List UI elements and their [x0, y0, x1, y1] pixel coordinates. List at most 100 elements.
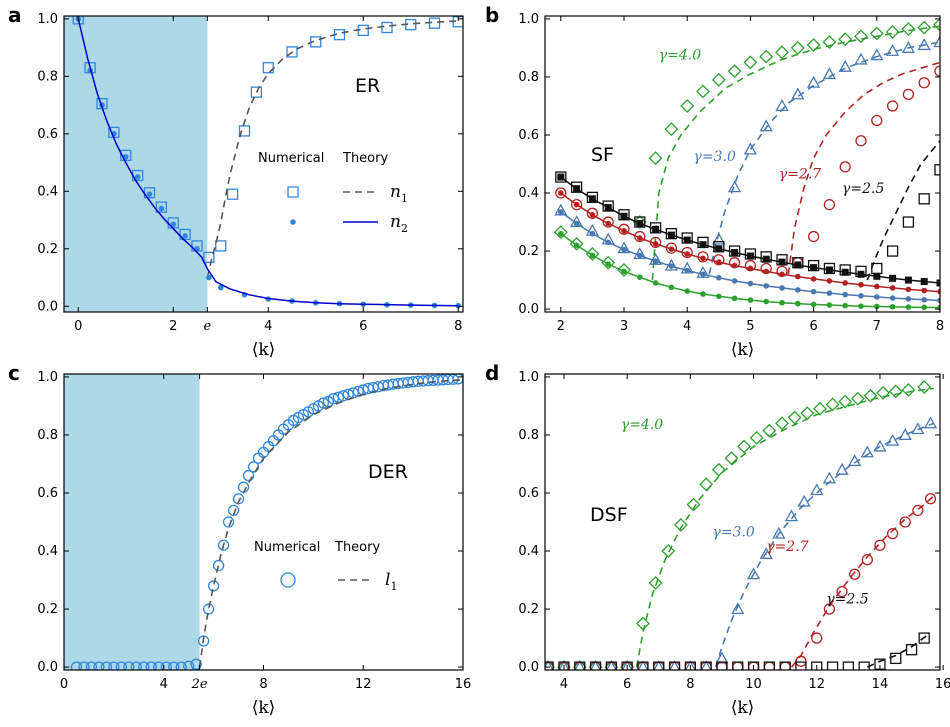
x-tick-label: 16	[455, 677, 472, 692]
data-point	[716, 259, 722, 265]
data-point	[901, 383, 916, 397]
x-tick-label: 3	[620, 319, 628, 334]
x-tick-label: 6	[623, 677, 631, 692]
data-point	[317, 397, 330, 409]
data-point	[858, 281, 864, 288]
y-tick-label: 0.6	[518, 128, 539, 143]
data-point	[885, 43, 900, 56]
data-point	[899, 516, 911, 528]
data-point	[145, 661, 157, 670]
series-6	[545, 632, 930, 670]
data-point	[842, 280, 848, 286]
legend-marker	[287, 186, 299, 198]
series-line	[77, 18, 459, 307]
data-point	[554, 203, 568, 216]
gamma-label: γ=2.7	[779, 167, 821, 183]
series-8	[558, 190, 940, 295]
data-point	[838, 59, 852, 72]
panel-c: 0 4 2e 8 12 16 0.0 0.2 0.4 0.6 0.8 1.0 ⟨k⟩ c DER Numeri…	[8, 361, 471, 718]
panel-b: 2 3 4 5 6 7 8 0.0 0.2 0.4 0.6 0.8 1.0 ⟨k⟩ b SF γ=4.0 γ=3.…	[485, 3, 944, 360]
data-point	[811, 661, 823, 670]
data-point	[636, 219, 644, 227]
data-point	[212, 559, 225, 572]
data-point	[699, 477, 714, 492]
data-point	[381, 21, 393, 34]
data-point	[217, 539, 230, 551]
data-point	[262, 62, 274, 74]
data-point	[123, 661, 135, 670]
data-point	[242, 469, 255, 482]
series-1	[651, 25, 940, 281]
data-point	[912, 504, 924, 517]
data-point	[810, 288, 817, 295]
data-point	[589, 252, 596, 259]
legend-header-numerical: Numerical	[254, 540, 320, 555]
data-point	[886, 100, 899, 112]
data-point	[746, 252, 754, 260]
data-point	[749, 430, 764, 445]
legend-header-theory: Theory	[334, 540, 380, 555]
data-point	[652, 280, 659, 286]
data-point	[108, 661, 120, 670]
data-point	[712, 232, 726, 245]
data-point	[858, 292, 864, 299]
y-tick-label: 0.0	[37, 660, 58, 675]
legend-label: n2	[390, 212, 408, 235]
series-11	[557, 173, 940, 287]
data-point	[810, 301, 817, 308]
x-axis-label: ⟨k⟩	[252, 340, 276, 360]
data-point	[555, 187, 567, 199]
data-point	[885, 433, 900, 446]
data-point	[665, 242, 678, 254]
series-line	[714, 422, 934, 668]
data-point	[197, 635, 210, 647]
data-point	[700, 255, 706, 262]
data-point	[850, 391, 865, 406]
y-tick-label: 0.8	[518, 428, 539, 443]
legend: Numerical Theory l1	[254, 540, 397, 593]
data-point	[120, 149, 132, 162]
data-point	[838, 32, 853, 47]
data-point	[570, 198, 583, 211]
data-point	[861, 554, 873, 566]
data-point	[863, 388, 878, 403]
series-line	[635, 387, 934, 668]
data-point	[813, 401, 827, 416]
data-point	[85, 661, 98, 670]
data-point	[886, 527, 899, 540]
data-point	[115, 661, 128, 670]
data-point	[179, 228, 191, 241]
data-point	[778, 258, 786, 266]
series-1	[198, 379, 463, 668]
data-point	[182, 233, 188, 239]
data-point	[823, 198, 836, 211]
data-point	[604, 204, 612, 212]
data-point	[605, 220, 611, 227]
y-tick-label: 0.6	[37, 127, 58, 142]
data-point	[886, 245, 899, 257]
y-tick-label: 0.8	[37, 69, 58, 84]
data-point	[842, 302, 848, 309]
data-point	[727, 64, 742, 79]
data-point	[731, 262, 738, 269]
series-line	[790, 495, 935, 668]
series-9	[555, 164, 940, 278]
data-point	[684, 267, 690, 274]
data-point	[857, 270, 865, 278]
data-point	[822, 67, 837, 80]
panel-letter: a	[8, 3, 22, 27]
gamma-label: γ=2.7	[766, 539, 808, 555]
gamma-label: γ=2.5	[842, 181, 884, 197]
network-label: ER	[355, 75, 380, 97]
y-tick-label: 0.0	[37, 299, 58, 314]
data-point	[352, 385, 364, 398]
x-axis-label: ⟨k⟩	[731, 698, 755, 718]
series-10	[866, 140, 940, 281]
x-tick-label: 4	[560, 677, 568, 692]
data-point	[727, 180, 742, 193]
data-point	[889, 274, 897, 282]
x-tick-label: 5	[746, 319, 754, 334]
shaded-region	[64, 16, 208, 312]
data-point	[621, 268, 627, 275]
data-point	[155, 201, 168, 213]
